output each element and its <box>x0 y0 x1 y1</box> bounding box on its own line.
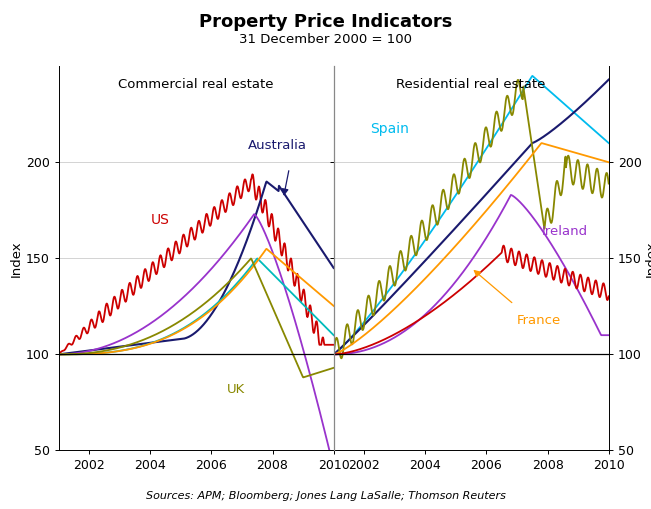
Text: Commercial real estate: Commercial real estate <box>118 78 274 91</box>
Text: Australia: Australia <box>248 139 307 152</box>
Y-axis label: Index: Index <box>644 240 651 276</box>
Text: France: France <box>517 314 561 327</box>
Text: UK: UK <box>227 383 245 396</box>
Text: Ireland: Ireland <box>542 225 588 238</box>
Text: Spain: Spain <box>370 123 409 136</box>
Text: 31 December 2000 = 100: 31 December 2000 = 100 <box>239 33 412 46</box>
Text: Property Price Indicators: Property Price Indicators <box>199 13 452 31</box>
Text: US: US <box>150 213 169 227</box>
Text: Residential real estate: Residential real estate <box>396 78 546 91</box>
Y-axis label: Index: Index <box>10 240 23 276</box>
Text: Sources: APM; Bloomberg; Jones Lang LaSalle; Thomson Reuters: Sources: APM; Bloomberg; Jones Lang LaSa… <box>146 491 505 501</box>
